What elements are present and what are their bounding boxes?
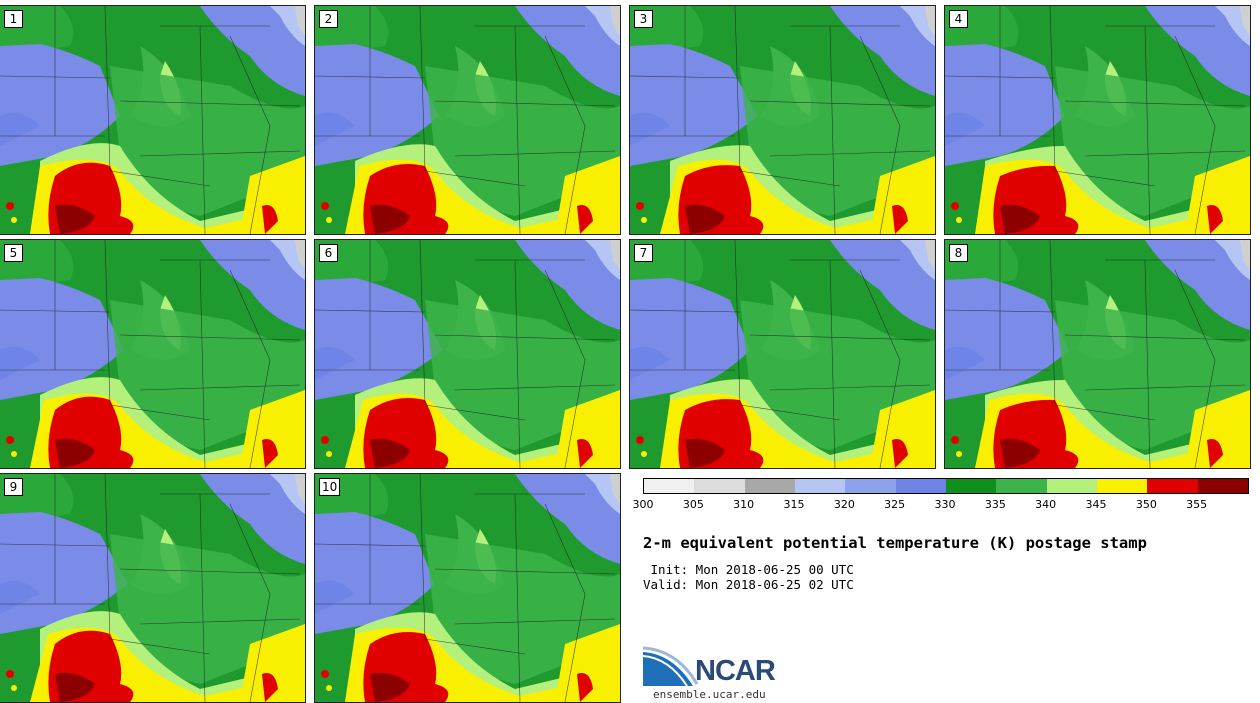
time-info: Init: Mon 2018-06-25 00 UTC Valid: Mon 2… <box>643 562 854 592</box>
map-panel-7: 7 <box>629 239 936 469</box>
colorbar-tick-label: 345 <box>1085 498 1107 511</box>
colorbar-tick-label: 320 <box>833 498 855 511</box>
map-panel-10: 10 <box>314 473 621 703</box>
colorbar-tick-label: 300 <box>632 498 654 511</box>
logo-url: ensemble.ucar.edu <box>653 688 766 701</box>
colorbar-segment <box>895 479 946 493</box>
colorbar-tick-label: 305 <box>682 498 704 511</box>
valid-time: Valid: Mon 2018-06-25 02 UTC <box>643 577 854 592</box>
init-time: Init: Mon 2018-06-25 00 UTC <box>643 562 854 577</box>
map-panel-3: 3 <box>629 5 936 235</box>
logo-name: NCAR <box>695 655 776 687</box>
panel-number: 10 <box>319 478 341 496</box>
panel-number: 7 <box>634 244 653 262</box>
colorbar-segment <box>996 479 1047 493</box>
map-panel-8: 8 <box>944 239 1251 469</box>
panel-number: 2 <box>319 10 338 28</box>
panel-number: 8 <box>949 244 968 262</box>
colorbar-tick-label: 310 <box>733 498 755 511</box>
panel-number: 1 <box>4 10 23 28</box>
colorbar-segment <box>1197 479 1248 493</box>
colorbar-tick-label: 330 <box>934 498 956 511</box>
map-panel-9: 9 <box>0 473 306 703</box>
colorbar-tick-label: 340 <box>1035 498 1057 511</box>
colorbar-segment <box>945 479 997 493</box>
panel-number: 6 <box>319 244 338 262</box>
ncar-logo-icon <box>643 646 699 687</box>
colorbar-segment <box>1096 479 1148 493</box>
colorbar-segment <box>644 479 695 493</box>
map-panel-1: 1 <box>0 5 306 235</box>
map-panel-4: 4 <box>944 5 1251 235</box>
panel-number: 9 <box>4 478 23 496</box>
figure-title: 2-m equivalent potential temperature (K)… <box>643 534 1147 552</box>
colorbar-segment <box>1147 479 1198 493</box>
colorbar-tick-label: 355 <box>1186 498 1208 511</box>
panel-number: 5 <box>4 244 23 262</box>
colorbar-segment <box>845 479 896 493</box>
colorbar-segment <box>1046 479 1097 493</box>
panel-number: 3 <box>634 10 653 28</box>
colorbar <box>643 478 1249 494</box>
colorbar-tick-label: 315 <box>783 498 805 511</box>
colorbar-tick-label: 325 <box>884 498 906 511</box>
colorbar-segment <box>794 479 846 493</box>
colorbar-segment <box>694 479 745 493</box>
panel-number: 4 <box>949 10 968 28</box>
map-panel-6: 6 <box>314 239 621 469</box>
map-panel-5: 5 <box>0 239 306 469</box>
map-panel-2: 2 <box>314 5 621 235</box>
colorbar-tick-label: 335 <box>984 498 1006 511</box>
colorbar-tick-label: 350 <box>1135 498 1157 511</box>
colorbar-segment <box>744 479 795 493</box>
